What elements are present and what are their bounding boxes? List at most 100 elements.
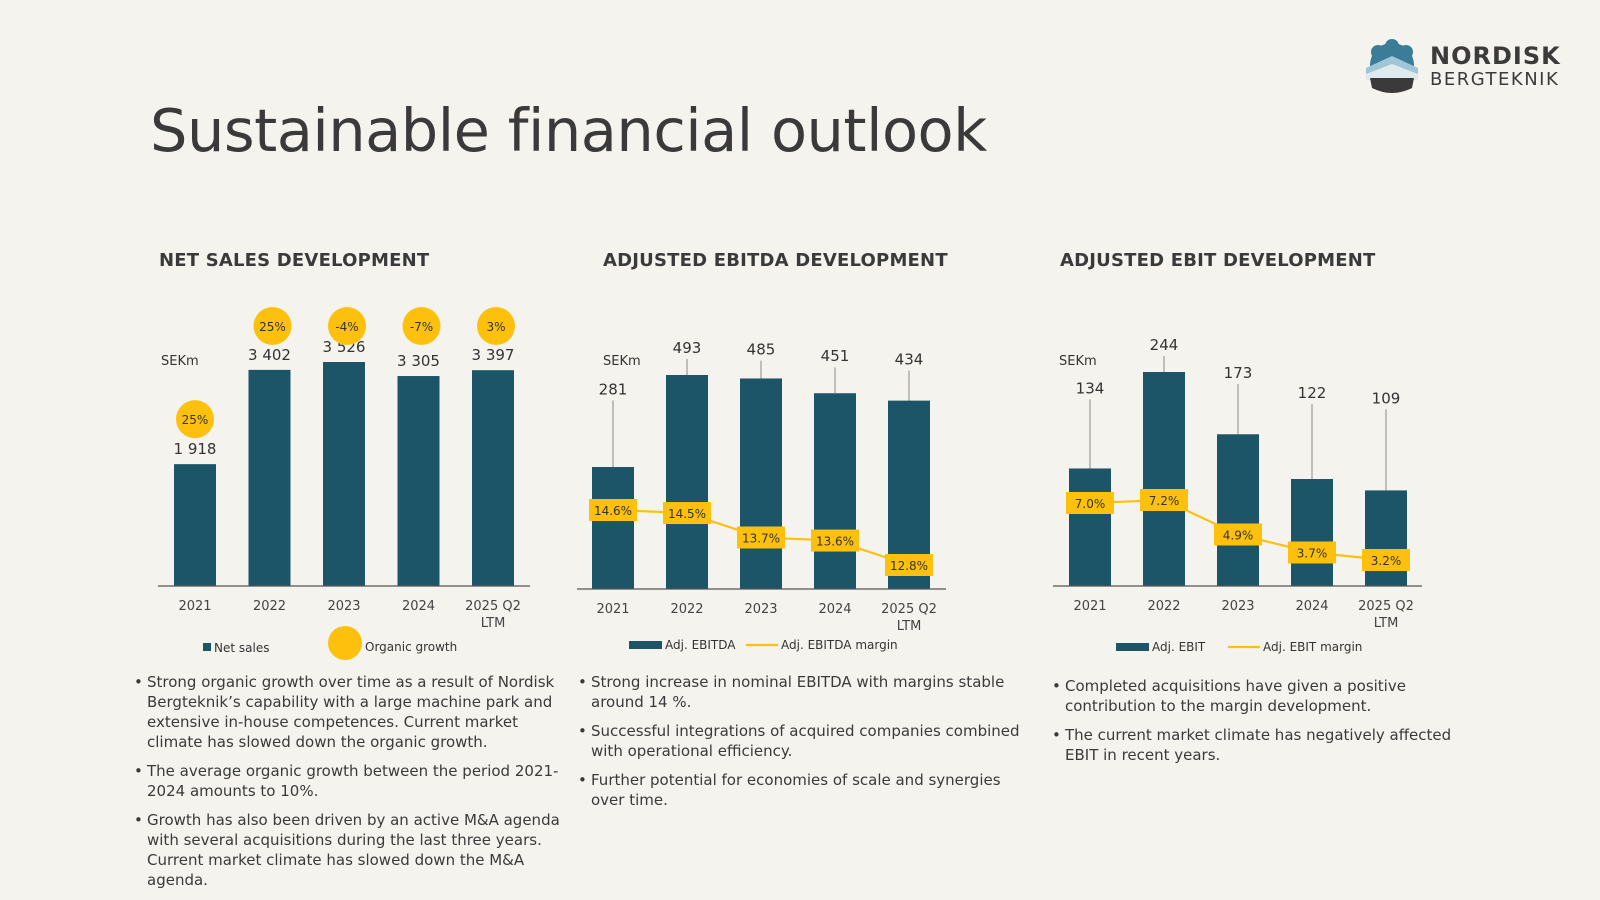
net-sales-section-title: NET SALES DEVELOPMENT: [159, 250, 430, 271]
logo-subtitle: BERGTEKNIK: [1430, 69, 1560, 90]
margin-label-box: [737, 526, 785, 549]
data-label: 451: [821, 347, 850, 365]
data-label: 281: [599, 380, 628, 398]
bar: [323, 362, 365, 586]
x-tick-label: LTM: [1374, 616, 1399, 631]
margin-label: 13.7%: [742, 532, 780, 546]
growth-bubble: [176, 400, 214, 439]
data-label: 3 397: [472, 346, 515, 364]
growth-label: -7%: [410, 320, 433, 334]
ebit-bullets: Completed acquisitions have given a posi…: [1051, 676, 1485, 774]
x-tick-label: 2025 Q2: [1358, 599, 1414, 614]
company-logo: NORDISK BERGTEKNIK: [1362, 38, 1562, 98]
margin-label-box: [1288, 541, 1336, 564]
net-sales-bullets: Strong organic growth over time as a res…: [133, 672, 572, 899]
legend-label-margin: Adj. EBITDA margin: [781, 638, 898, 652]
margin-label: 3.2%: [1371, 554, 1402, 568]
bullet-item: The current market climate has negativel…: [1052, 725, 1485, 765]
margin-label-box: [811, 529, 859, 552]
bar: [397, 376, 440, 586]
bar: [1143, 372, 1185, 586]
data-label: 3 402: [248, 346, 291, 364]
margin-label: 7.0%: [1075, 497, 1106, 511]
legend-label-organic-growth: Organic growth: [365, 640, 457, 654]
bar: [1217, 434, 1259, 586]
legend-label-bars: Adj. EBITDA: [665, 638, 736, 652]
margin-label: 12.8%: [890, 559, 928, 573]
data-label: 434: [895, 351, 924, 369]
bar: [740, 378, 782, 589]
bar: [814, 393, 856, 589]
bullet-item: Completed acquisitions have given a posi…: [1052, 676, 1485, 716]
margin-label-box: [1362, 549, 1410, 571]
x-tick-label: 2021: [1073, 599, 1106, 614]
data-label: 1 918: [174, 440, 217, 458]
data-label: 493: [673, 339, 702, 357]
x-tick-label: LTM: [481, 616, 506, 631]
ebit-section-title: ADJUSTED EBIT DEVELOPMENT: [1060, 250, 1376, 271]
x-tick-label: 2022: [253, 599, 286, 614]
growth-bubble: [328, 307, 366, 345]
bar: [1291, 479, 1333, 586]
margin-label-box: [1140, 489, 1188, 511]
margin-label: 14.5%: [668, 507, 706, 521]
bar: [592, 467, 634, 589]
legend-swatch-net-sales: [203, 643, 211, 651]
bar: [1365, 490, 1407, 586]
x-tick-label: 2024: [818, 602, 851, 617]
data-label: 109: [1372, 389, 1401, 407]
x-tick-label: 2022: [670, 602, 703, 617]
data-label: 244: [1150, 336, 1179, 354]
logo-name: NORDISK: [1430, 42, 1561, 70]
bar: [666, 375, 708, 589]
bullet-item: The average organic growth between the p…: [134, 761, 572, 801]
x-tick-label: 2022: [1147, 599, 1180, 614]
bar: [1069, 468, 1111, 586]
legend-label-margin: Adj. EBIT margin: [1263, 640, 1362, 654]
x-tick-label: 2021: [596, 602, 629, 617]
bar: [174, 464, 216, 586]
bullet-item: Strong increase in nominal EBITDA with m…: [578, 672, 1031, 712]
unit-label: SEKm: [161, 354, 199, 369]
data-label: 3 305: [397, 352, 440, 370]
margin-label: 14.6%: [594, 504, 632, 518]
unit-label: SEKm: [1059, 354, 1097, 369]
bar: [472, 370, 514, 586]
x-tick-label: LTM: [897, 619, 922, 634]
growth-label: 25%: [259, 320, 286, 334]
growth-bubble: [253, 307, 292, 345]
logo-mark-icon: [1366, 39, 1418, 93]
x-tick-label: 2023: [1221, 599, 1254, 614]
data-label: 173: [1224, 364, 1253, 382]
margin-label: 4.9%: [1223, 529, 1254, 543]
growth-label: 3%: [486, 320, 505, 334]
margin-label: 13.6%: [816, 535, 854, 549]
margin-label-box: [663, 502, 711, 525]
bullet-item: Growth has also been driven by an active…: [134, 810, 572, 890]
x-tick-label: 2023: [744, 602, 777, 617]
margin-label-box: [589, 499, 637, 521]
growth-bubble: [402, 307, 441, 345]
margin-label: 3.7%: [1297, 547, 1328, 561]
bullet-item: Strong organic growth over time as a res…: [134, 672, 572, 752]
data-label: 122: [1298, 384, 1327, 402]
unit-label: SEKm: [603, 354, 641, 369]
legend-label-bars: Adj. EBIT: [1152, 640, 1206, 654]
margin-label-box: [1066, 492, 1114, 514]
x-tick-label: 2025 Q2: [881, 602, 937, 617]
legend-label-net-sales: Net sales: [214, 641, 269, 655]
x-tick-label: 2025 Q2: [465, 599, 521, 614]
x-tick-label: 2023: [327, 599, 360, 614]
growth-label: 25%: [182, 413, 209, 427]
ebitda-bullets: Strong increase in nominal EBITDA with m…: [577, 672, 1031, 819]
data-label: 485: [747, 341, 776, 359]
legend-swatch-bars: [629, 641, 662, 649]
data-label: 134: [1076, 379, 1105, 397]
page-title: Sustainable financial outlook: [150, 96, 987, 165]
x-tick-label: 2024: [1295, 599, 1328, 614]
x-tick-label: 2021: [178, 599, 211, 614]
growth-bubble: [477, 307, 515, 345]
bullet-item: Successful integrations of acquired comp…: [578, 721, 1031, 761]
ebitda-section-title: ADJUSTED EBITDA DEVELOPMENT: [603, 250, 948, 271]
